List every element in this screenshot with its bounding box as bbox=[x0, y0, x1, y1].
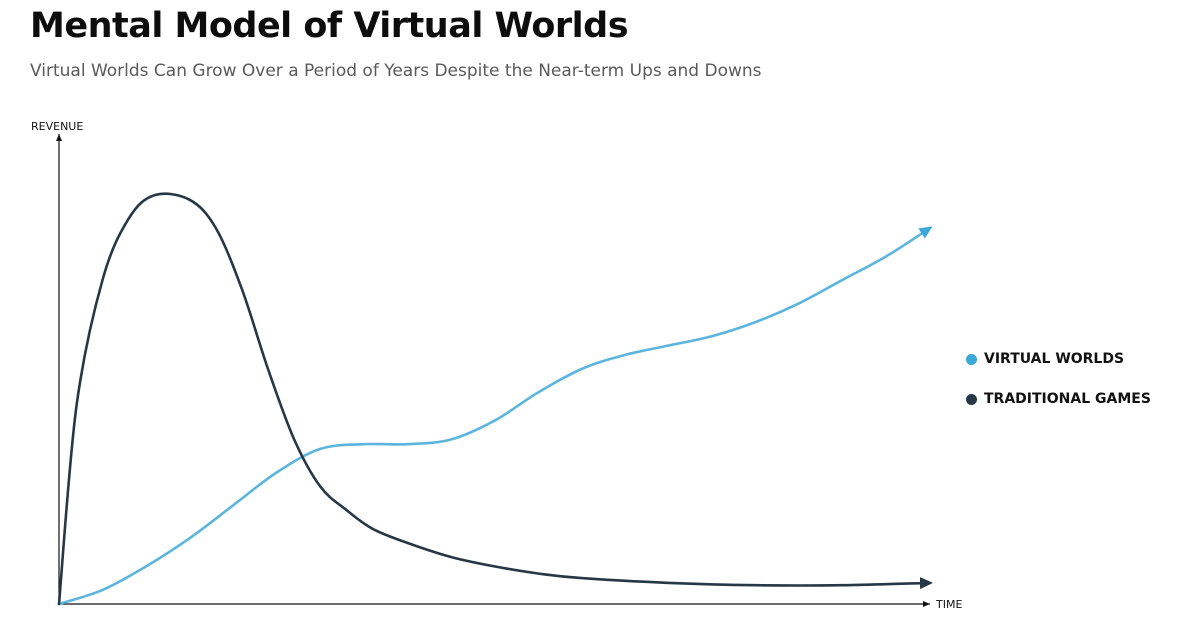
page-subtitle: Virtual Worlds Can Grow Over a Period of… bbox=[30, 61, 762, 81]
series-line-virtual-worlds bbox=[57, 226, 933, 606]
legend-dot-virtual-worlds bbox=[966, 353, 977, 365]
legend-dot-traditional-games bbox=[966, 393, 977, 405]
legend-item-traditional-games: TRADITIONAL GAMES bbox=[966, 389, 1151, 409]
legend-item-virtual-worlds: VIRTUAL WORLDS bbox=[966, 349, 1151, 369]
x-axis-label: TIME bbox=[935, 598, 962, 611]
page-title: Mental Model of Virtual Worlds bbox=[30, 6, 629, 46]
legend-label-traditional-games: TRADITIONAL GAMES bbox=[984, 391, 1151, 407]
chart-axes: REVENUE TIME bbox=[31, 120, 962, 611]
legend-label-virtual-worlds: VIRTUAL WORLDS bbox=[984, 351, 1125, 367]
series-line-traditional-games bbox=[57, 192, 933, 606]
legend: VIRTUAL WORLDS TRADITIONAL GAMES bbox=[966, 349, 1151, 429]
series-layer bbox=[57, 192, 933, 606]
y-axis-label: REVENUE bbox=[31, 120, 83, 133]
